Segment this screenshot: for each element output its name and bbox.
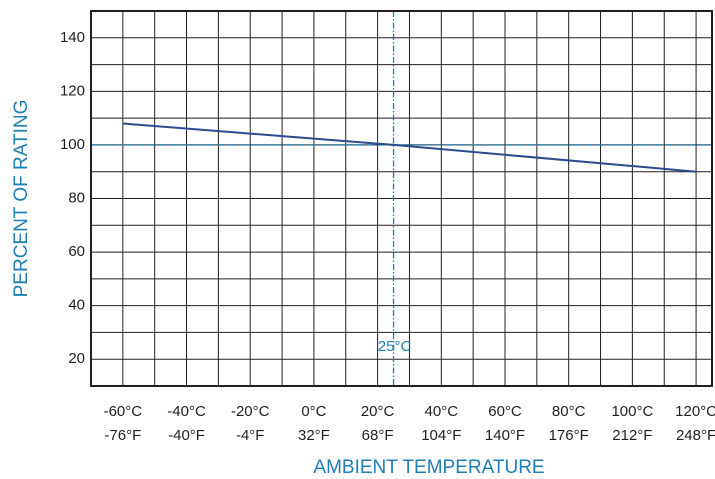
series-line [122,122,697,173]
x-tick-label-f: 212°F [612,427,652,444]
x-tick-labels: -60°C -76°F -40°C -40°F -20°C -4°F 0°C 32°F 20°C… [104,403,715,444]
x-tick-label-c: 40°C [425,403,459,420]
x-tick-label-f: 248°F [676,427,715,444]
x-tick-label-c: -40°C [167,403,206,420]
x-tick-label-c: 120°C [675,403,715,420]
y-tick-label: 120 [60,82,85,99]
y-tick-label: 20 [68,350,85,367]
x-tick-label-f: -40°F [168,427,205,444]
x-tick-label-c: 60°C [488,403,522,420]
grid [91,11,712,386]
x-tick-label-c: -60°C [104,403,143,420]
x-tick-label-c: 100°C [611,403,653,420]
x-tick-label-c: 20°C [361,403,395,420]
y-tick-labels: 20 40 60 80 100 120 140 [60,29,85,367]
annotation-25c: 25°C [378,338,412,355]
x-tick-label-c: 80°C [552,403,586,420]
x-axis-label: AMBIENT TEMPERATURE [313,457,544,478]
x-tick-label-c: -20°C [231,403,270,420]
x-tick-label-c: 0°C [301,403,326,420]
x-tick-label-f: 68°F [362,427,394,444]
x-tick-label-f: 32°F [298,427,330,444]
y-tick-label: 100 [60,136,85,153]
x-tick-label-f: 176°F [549,427,589,444]
y-tick-label: 80 [68,189,85,206]
y-tick-label: 40 [68,297,85,314]
x-tick-label-f: -4°F [236,427,265,444]
y-axis-label: PERCENT OF RATING [11,100,32,298]
series [122,122,697,173]
plot-frame [90,10,713,387]
x-tick-label-f: 140°F [485,427,525,444]
x-tick-label-f: -76°F [104,427,141,444]
y-tick-label: 140 [60,29,85,46]
x-tick-label-f: 104°F [421,427,461,444]
y-tick-label: 60 [68,243,85,260]
